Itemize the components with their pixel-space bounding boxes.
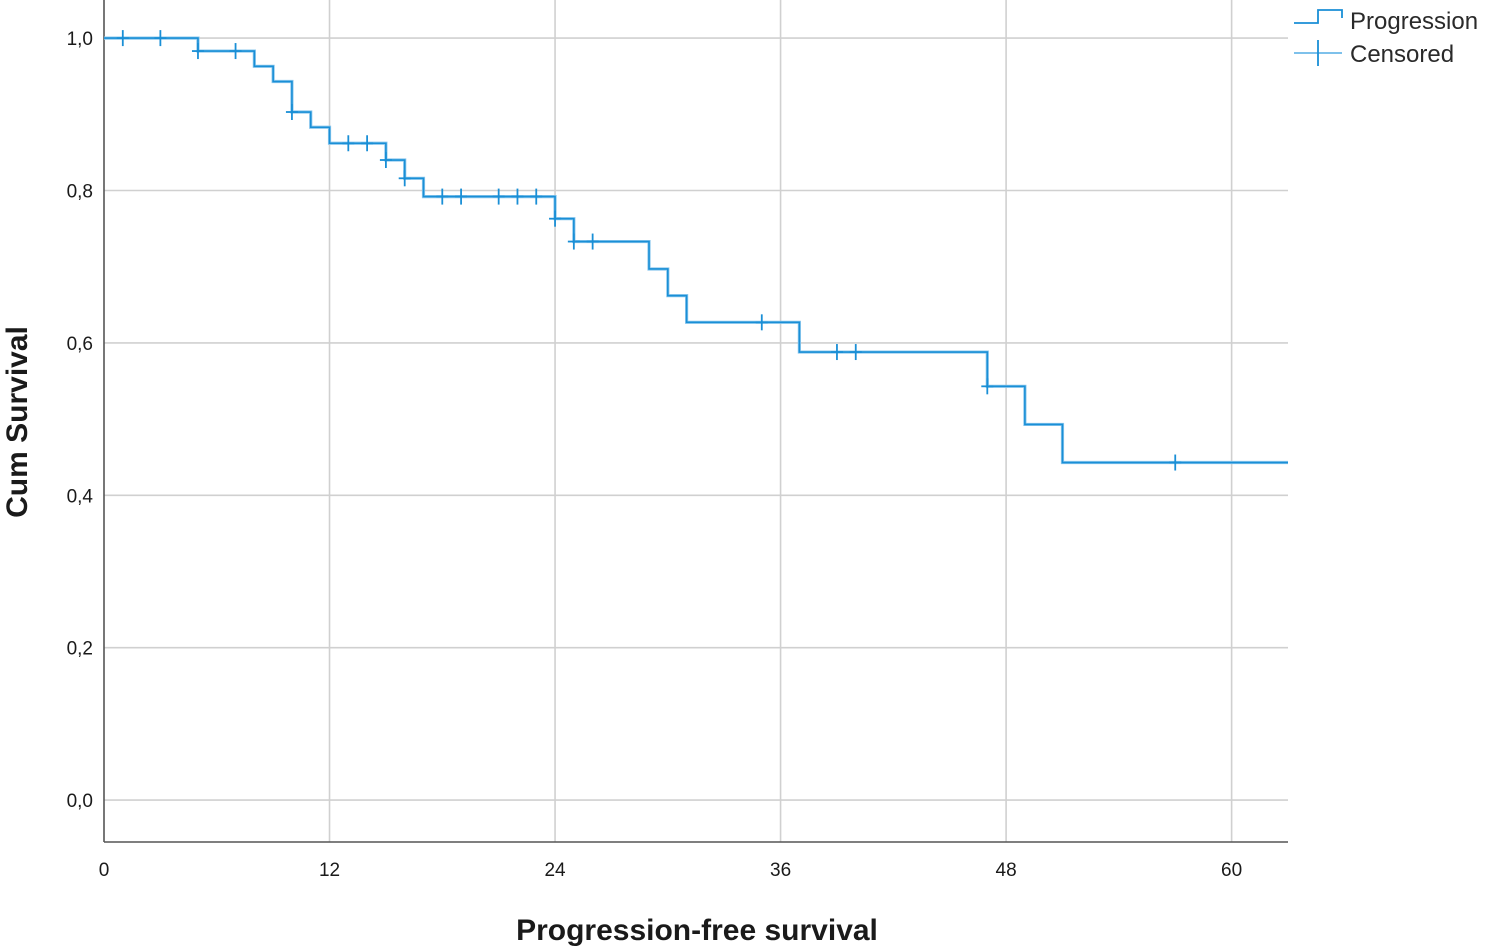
censor-mark: [398, 170, 411, 187]
censor-mark: [530, 188, 543, 205]
censor-mark: [455, 188, 468, 205]
censor-mark: [116, 30, 129, 47]
y-tick-labels: 0,0 0,2 0,4 0,6 0,8 1,0: [67, 29, 94, 812]
x-tick-label: 12: [319, 860, 340, 881]
legend-item-progression: Progression: [1294, 8, 1478, 35]
censor-mark: [154, 30, 167, 47]
censor-mark: [511, 188, 524, 205]
y-tick-label: 0,2: [67, 639, 93, 660]
legend-label-progression: Progression: [1350, 8, 1478, 35]
x-tick-label: 60: [1221, 860, 1242, 881]
x-tick-label: 36: [770, 860, 791, 881]
censor-mark: [755, 314, 768, 331]
censor-cross-icon: [1294, 40, 1342, 66]
censor-mark: [567, 233, 580, 250]
x-tick-label: 0: [99, 860, 110, 881]
censor-mark: [492, 188, 505, 205]
censor-mark: [379, 152, 392, 169]
legend-item-censored: Censored: [1294, 40, 1454, 68]
step-line-icon: [1294, 9, 1343, 24]
x-axis-title: Progression-free survival: [516, 914, 878, 947]
legend-label-censored: Censored: [1350, 41, 1454, 68]
censor-mark: [191, 43, 204, 60]
y-tick-label: 1,0: [67, 29, 93, 50]
legend: Progression Censored: [1294, 8, 1478, 68]
censor-mark: [549, 210, 562, 227]
censor-mark: [342, 135, 355, 152]
y-axis-title: Cum Survival: [1, 326, 34, 518]
x-tick-label: 48: [996, 860, 1017, 881]
censor-mark: [830, 344, 843, 361]
y-tick-label: 0,0: [67, 791, 93, 812]
y-tick-label: 0,8: [67, 181, 93, 202]
censor-marks: [116, 30, 1182, 471]
censor-mark: [981, 378, 994, 395]
censor-mark: [285, 104, 298, 121]
censor-mark: [1169, 454, 1182, 471]
censor-mark: [229, 43, 242, 60]
survival-step-line: [104, 37, 1288, 464]
censor-mark: [361, 135, 374, 152]
censor-mark: [586, 233, 599, 250]
censor-mark: [849, 344, 862, 361]
survival-series: [104, 36, 1288, 465]
x-tick-label: 24: [544, 860, 566, 881]
grid-lines: [104, 0, 1288, 842]
axes: [103, 0, 1288, 843]
y-tick-label: 0,6: [67, 334, 93, 355]
y-tick-label: 0,4: [67, 486, 94, 507]
x-tick-labels: 0 12 24 36 48 60: [99, 860, 1242, 881]
censor-mark: [436, 188, 449, 205]
